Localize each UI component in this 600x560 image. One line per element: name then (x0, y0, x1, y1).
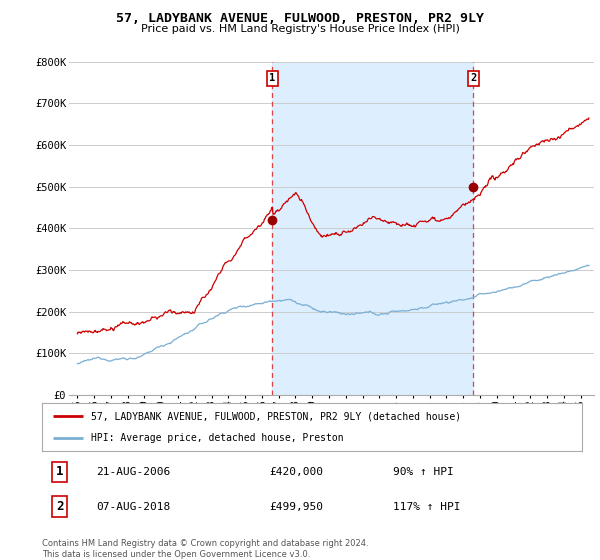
Text: 21-AUG-2006: 21-AUG-2006 (96, 467, 170, 477)
Text: 57, LADYBANK AVENUE, FULWOOD, PRESTON, PR2 9LY (detached house): 57, LADYBANK AVENUE, FULWOOD, PRESTON, P… (91, 411, 461, 421)
Text: Contains HM Land Registry data © Crown copyright and database right 2024.
This d: Contains HM Land Registry data © Crown c… (42, 539, 368, 559)
Text: Price paid vs. HM Land Registry's House Price Index (HPI): Price paid vs. HM Land Registry's House … (140, 24, 460, 34)
Text: 117% ↑ HPI: 117% ↑ HPI (393, 502, 461, 511)
Text: £499,950: £499,950 (269, 502, 323, 511)
Text: 57, LADYBANK AVENUE, FULWOOD, PRESTON, PR2 9LY: 57, LADYBANK AVENUE, FULWOOD, PRESTON, P… (116, 12, 484, 25)
Text: 2: 2 (470, 73, 476, 83)
Text: 1: 1 (269, 73, 275, 83)
Bar (272, 62, 473, 395)
Text: HPI: Average price, detached house, Preston: HPI: Average price, detached house, Pres… (91, 433, 343, 443)
Text: £420,000: £420,000 (269, 467, 323, 477)
Text: 2: 2 (56, 500, 64, 513)
Text: 90% ↑ HPI: 90% ↑ HPI (393, 467, 454, 477)
Text: 07-AUG-2018: 07-AUG-2018 (96, 502, 170, 511)
Text: 1: 1 (56, 465, 64, 478)
